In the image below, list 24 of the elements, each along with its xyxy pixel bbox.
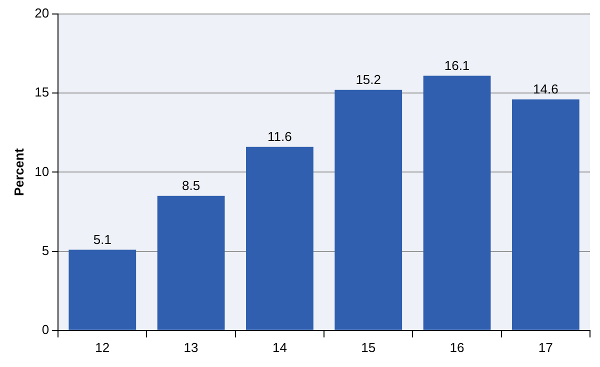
data-label: 15.2 — [356, 72, 382, 88]
x-tick-label: 12 — [95, 340, 110, 355]
data-label: 5.1 — [93, 232, 112, 247]
y-tick-label: 5 — [42, 242, 50, 258]
x-tick-label: 13 — [184, 340, 198, 355]
x-tick-label: 15 — [361, 340, 376, 355]
x-tick-label: 16 — [450, 340, 464, 355]
y-tick-label: 15 — [34, 84, 50, 100]
bar — [157, 196, 225, 330]
y-tick-label: 10 — [34, 164, 50, 179]
bar — [246, 146, 314, 330]
bar — [512, 99, 580, 330]
x-tick-label: 14 — [272, 340, 287, 355]
bar — [334, 90, 402, 330]
y-tick-label: 0 — [42, 322, 50, 337]
bar — [423, 76, 491, 330]
data-label: 8.5 — [182, 178, 200, 194]
data-label: 14.6 — [533, 82, 558, 97]
data-label: 11.6 — [268, 128, 292, 144]
y-axis-title: Percent — [11, 148, 26, 196]
y-tick-label: 20 — [34, 6, 50, 21]
data-label: 16.1 — [444, 58, 470, 73]
x-tick-label: 17 — [538, 340, 553, 355]
bar — [68, 250, 136, 330]
